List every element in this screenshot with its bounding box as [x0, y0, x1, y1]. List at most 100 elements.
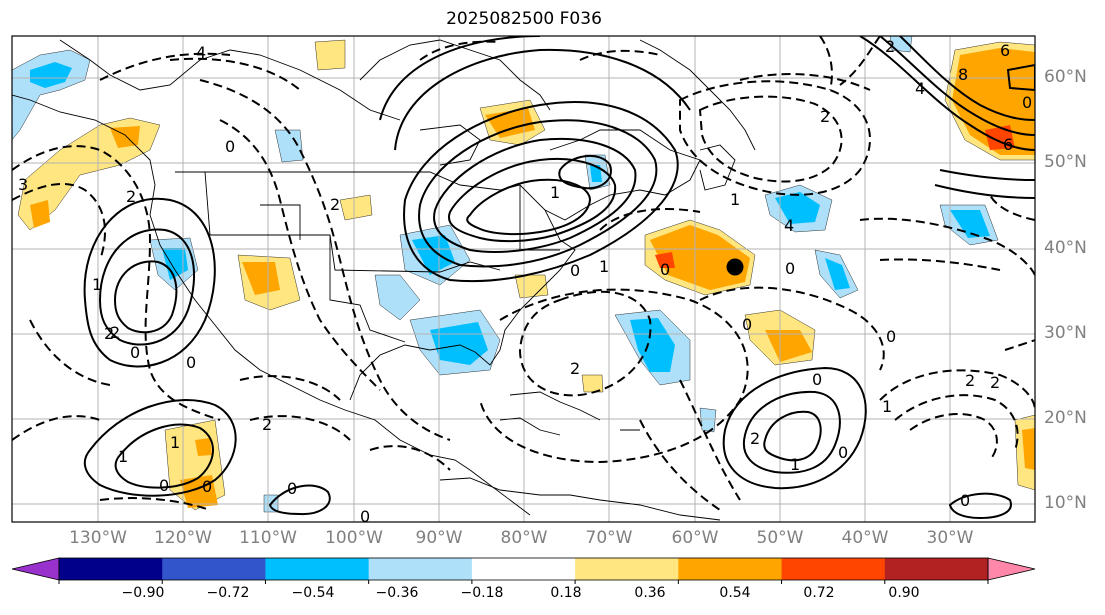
contour-label: 0 — [660, 260, 670, 279]
colorbar-tick-label: −0.18 — [460, 585, 504, 601]
contour-label: 1 — [730, 190, 740, 209]
contour-label: 1 — [92, 275, 102, 294]
contour-label: 1 — [118, 447, 128, 466]
contour-label: 0 — [130, 343, 140, 362]
contour-label: 2 — [110, 323, 120, 342]
shade-blue — [950, 210, 990, 238]
contour-label: 2 — [820, 107, 830, 126]
colorbar-extend-high — [987, 557, 1036, 581]
contour-label: 2 — [990, 373, 1000, 392]
contour-label: 2 — [126, 187, 136, 206]
colorbar-segment — [162, 558, 266, 580]
longitude-label: 100°W — [325, 528, 383, 548]
contour-label: 0 — [812, 370, 822, 389]
shade-yellow — [581, 374, 604, 393]
longitude-label: 70°W — [585, 528, 633, 548]
shaded-fields — [12, 36, 1035, 513]
colorbar-tick-label: 0.72 — [803, 585, 835, 601]
location-marker — [726, 258, 744, 276]
shade-orange — [30, 200, 50, 228]
contour-label: 2 — [965, 371, 975, 390]
colorbar-tick-label: −0.72 — [206, 585, 250, 601]
contour-label: 0 — [225, 137, 235, 156]
contour-label: 0 — [360, 507, 370, 526]
longitude-label: 90°W — [415, 528, 463, 548]
colorbar-segment — [368, 558, 473, 580]
contour-label: 0 — [186, 353, 196, 372]
shade-blue — [412, 235, 455, 275]
longitude-label: 50°W — [756, 528, 804, 548]
longitude-label: 60°W — [671, 528, 719, 548]
colorbar-segment — [471, 558, 576, 580]
contour-label: 8 — [958, 65, 968, 84]
shade-light-blue — [274, 129, 304, 163]
contour-label: 4 — [196, 43, 206, 62]
shade-orange — [195, 438, 212, 456]
map-frame — [11, 35, 1036, 523]
contour-label: 0 — [838, 443, 848, 462]
shade-blue — [430, 322, 488, 365]
shade-blue — [30, 62, 72, 88]
shade-orange — [952, 48, 1035, 155]
longitude-label: 130°W — [69, 528, 127, 548]
contour-label: 0 — [960, 491, 970, 510]
contour-label: 2 — [885, 37, 895, 56]
negative-contours — [12, 36, 1035, 511]
shade-light-blue — [374, 274, 421, 321]
latitude-label: 50°N — [1044, 152, 1087, 172]
map-plot-area: 4 2 0 2 6 8 4 2 1 0 2 2 3 0 1 2 0 1 1 0 … — [12, 36, 1035, 526]
contour-label: 0 — [159, 476, 169, 495]
shade-blue — [162, 248, 188, 280]
colorbar-tick-label: 0.36 — [634, 585, 666, 601]
colorbar-tick-label: 0.54 — [719, 585, 751, 601]
contour-label: 0 — [886, 327, 896, 346]
colorbar-segment — [678, 558, 783, 580]
contour-label: 6 — [1003, 135, 1013, 154]
contour-label: 1 — [599, 257, 609, 276]
shade-yellow — [339, 194, 373, 221]
contour-label: 3 — [18, 175, 28, 194]
contour-label: 1 — [170, 433, 180, 452]
colorbar-segment — [59, 558, 163, 580]
positive-contours — [83, 36, 1035, 520]
contour-label: 0 — [785, 259, 795, 278]
shade-blue — [825, 258, 850, 290]
colorbar-tick-label: 0.18 — [550, 585, 582, 601]
map-title: 2025082500 F036 — [446, 9, 602, 29]
colorbar-segment — [884, 558, 989, 580]
contour-label: 2 — [330, 195, 340, 214]
shade-blue — [630, 318, 675, 372]
shade-yellow — [514, 274, 549, 299]
contour-label: 1 — [790, 455, 800, 474]
colorbar — [11, 557, 1036, 584]
contour-label: 2 — [570, 359, 580, 378]
shade-light-blue — [699, 407, 717, 433]
colorbar-segment — [575, 558, 679, 580]
shade-red — [655, 252, 675, 268]
longitude-label: 30°W — [926, 528, 974, 548]
latitude-label: 10°N — [1044, 493, 1087, 513]
contour-label: 0 — [287, 479, 297, 498]
colorbar-segment — [265, 558, 370, 580]
contour-label: 2 — [750, 429, 760, 448]
colorbar-segment — [781, 558, 886, 580]
contour-label: 0 — [202, 477, 212, 496]
colorbar-tick-label: −0.36 — [375, 585, 419, 601]
latitude-label: 20°N — [1044, 408, 1087, 428]
latitude-label: 30°N — [1044, 323, 1087, 343]
colorbar-frame — [58, 557, 989, 581]
longitude-label: 120°W — [154, 528, 212, 548]
longitude-label: 80°W — [500, 528, 548, 548]
contour-label: 2 — [104, 324, 114, 343]
colorbar-extend-low — [11, 557, 60, 581]
contour-label: 1 — [882, 397, 892, 416]
contour-label: 2 — [262, 415, 272, 434]
contour-label: 0 — [742, 315, 752, 334]
shade-blue — [590, 165, 602, 182]
contour-label: 0 — [1022, 93, 1032, 112]
longitude-label: 110°W — [239, 528, 297, 548]
contour-label: 1 — [550, 183, 560, 202]
shade-orange — [765, 330, 812, 362]
latitude-label: 40°N — [1044, 238, 1087, 258]
contour-label: 6 — [1000, 41, 1010, 60]
